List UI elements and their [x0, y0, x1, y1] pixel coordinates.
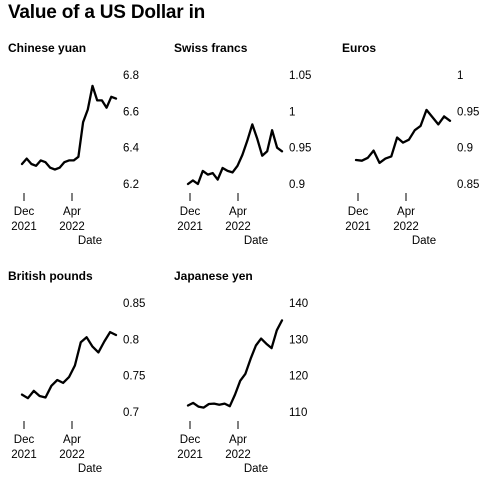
y-tick-label: 0.85 [457, 179, 479, 191]
chart-panel: Japanese yen 110 120 130 140 Dec 2021 Apr 2022 Da… [174, 269, 308, 475]
chart-panel: Euros 0.85 0.9 0.95 1 Dec 2021 Apr 2022 Date [342, 41, 479, 247]
x-tick-label: 2021 [11, 221, 37, 233]
x-tick-label: Dec [14, 206, 35, 218]
y-tick-label: 1 [289, 106, 295, 118]
x-tick-label: Dec [180, 206, 201, 218]
x-tick-label: 2022 [225, 221, 251, 233]
x-tick-label: 2022 [59, 221, 85, 233]
x-tick-label: 2022 [59, 449, 85, 461]
x-tick-label: 2022 [225, 449, 251, 461]
chart-panel: Swiss francs 0.9 0.95 1 1.05 Dec 2021 Apr 2022 Da… [174, 41, 311, 247]
y-tick-label: 6.2 [123, 179, 139, 191]
series-line [186, 123, 284, 186]
y-tick-label: 0.8 [123, 334, 139, 346]
y-tick-label: 0.85 [123, 298, 145, 310]
y-tick-label: 6.4 [123, 143, 140, 155]
x-axis-label: Date [78, 463, 102, 475]
panel-title: Swiss francs [174, 41, 248, 55]
x-tick-label: 2021 [177, 449, 203, 461]
y-tick-label: 1.05 [289, 70, 311, 82]
y-tick-label: 1 [457, 70, 463, 82]
x-tick-label: Dec [180, 434, 201, 446]
x-tick-label: Apr [63, 434, 81, 446]
x-axis-label: Date [412, 235, 436, 247]
x-tick-label: Apr [397, 206, 415, 218]
x-tick-label: 2021 [11, 449, 37, 461]
y-tick-label: 110 [289, 407, 307, 419]
x-tick-label: Apr [229, 206, 247, 218]
panel-title: Chinese yuan [8, 41, 86, 55]
series-line [354, 108, 452, 165]
x-tick-label: 2021 [177, 221, 203, 233]
y-tick-label: 0.95 [457, 106, 479, 118]
page-title: Value of a US Dollar in [8, 2, 206, 23]
series-line [186, 319, 284, 409]
series-line [20, 330, 118, 400]
x-axis-label: Date [244, 235, 268, 247]
x-axis-label: Date [78, 235, 102, 247]
chart-panel: Chinese yuan 6.2 6.4 6.6 6.8 Dec 2021 Apr 2022 Da… [8, 41, 140, 247]
series-line [20, 84, 118, 171]
x-tick-label: 2021 [345, 221, 371, 233]
panel-title: British pounds [8, 269, 93, 283]
x-tick-label: Dec [348, 206, 369, 218]
y-tick-label: 130 [289, 334, 308, 346]
y-tick-label: 0.75 [123, 371, 145, 383]
y-tick-label: 120 [289, 371, 308, 383]
y-tick-label: 0.95 [289, 143, 311, 155]
y-tick-label: 6.8 [123, 70, 139, 82]
x-tick-label: Apr [63, 206, 81, 218]
chart-panel: British pounds 0.7 0.75 0.8 0.85 Dec 2021 Apr 20… [8, 269, 145, 475]
x-tick-label: 2022 [393, 221, 419, 233]
panel-title: Euros [342, 41, 376, 55]
y-tick-label: 140 [289, 298, 308, 310]
y-tick-label: 0.9 [457, 143, 473, 155]
y-tick-label: 6.6 [123, 106, 139, 118]
x-tick-label: Dec [14, 434, 35, 446]
panel-title: Japanese yen [174, 269, 253, 283]
x-axis-label: Date [244, 463, 268, 475]
y-tick-label: 0.9 [289, 179, 305, 191]
x-tick-label: Apr [229, 434, 247, 446]
y-tick-label: 0.7 [123, 407, 139, 419]
